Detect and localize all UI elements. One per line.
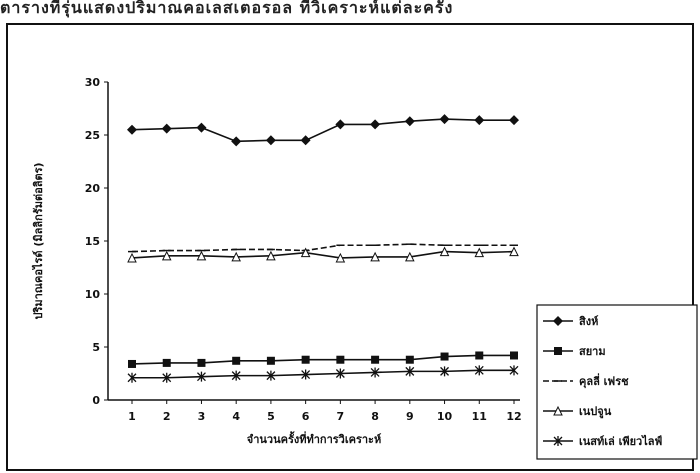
y-tick-label: 5	[92, 341, 100, 354]
data-point-4	[405, 251, 415, 262]
data-point-4	[231, 251, 241, 262]
legend-label: เนสท์เล่ เพียวไลฟ์	[579, 434, 662, 448]
x-tick-label: 5	[267, 410, 275, 423]
x-tick-label: 1	[128, 410, 136, 423]
data-point-5	[370, 367, 380, 378]
data-point-5	[405, 366, 415, 377]
data-point-5	[196, 371, 206, 382]
data-point-1	[370, 119, 381, 130]
data-point-4	[300, 247, 311, 258]
data-point-1	[474, 115, 485, 126]
legend-label: สยาม	[579, 345, 606, 358]
x-tick-label: 3	[198, 410, 206, 423]
data-point-5	[162, 372, 172, 383]
y-tick-label: 20	[85, 182, 101, 195]
data-point-5	[127, 372, 137, 383]
data-point-4	[266, 250, 276, 261]
x-axis-title: จำนวนครั้งที่ทำการวิเคราะห์	[247, 431, 381, 446]
x-tick-label: 7	[337, 410, 345, 423]
legend-box	[536, 304, 698, 460]
x-tick-label: 4	[232, 410, 240, 423]
y-tick-label: 0	[92, 394, 100, 407]
data-point-1	[127, 124, 137, 135]
y-axis-title: ปริมาณคอไรด์ (มิลลิกรัมต่อลิตร)	[31, 162, 45, 319]
data-point-1	[231, 136, 242, 147]
series-line-2	[131, 354, 514, 365]
data-point-5	[509, 365, 519, 376]
x-tick-label: 10	[437, 410, 453, 423]
data-point-2	[266, 356, 275, 365]
data-point-2	[440, 352, 449, 361]
series-line-4	[131, 250, 515, 259]
series-line-1	[131, 118, 514, 143]
data-point-4	[161, 250, 172, 261]
x-tick-label: 2	[163, 410, 171, 423]
data-point-5	[474, 365, 484, 376]
data-point-5	[335, 368, 345, 379]
data-point-1	[509, 115, 519, 126]
data-point-4	[127, 252, 137, 263]
data-point-2	[405, 355, 414, 364]
x-tick-label: 8	[371, 410, 379, 423]
data-point-4	[474, 247, 485, 258]
y-tick-label: 15	[85, 235, 100, 248]
data-point-1	[404, 116, 415, 127]
x-tick-label: 12	[506, 410, 521, 423]
data-point-4	[335, 252, 346, 263]
series-line-5	[132, 369, 514, 379]
data-point-1	[196, 122, 207, 133]
data-point-1	[335, 119, 346, 130]
data-point-4	[509, 246, 519, 257]
data-point-1	[161, 123, 172, 134]
data-point-2	[128, 359, 136, 368]
data-point-2	[336, 355, 345, 364]
data-point-5	[266, 370, 276, 381]
legend-label: สิงห์	[579, 315, 599, 328]
data-point-4	[439, 246, 450, 257]
y-tick-label: 10	[85, 288, 101, 301]
data-point-5	[440, 366, 450, 377]
legend-label: เนปจูน	[579, 405, 612, 419]
x-tick-label: 9	[406, 410, 414, 423]
data-point-1	[300, 135, 311, 146]
data-point-2	[232, 356, 241, 365]
data-point-2	[162, 358, 171, 367]
data-point-1	[439, 114, 450, 125]
legend-marker	[553, 316, 563, 326]
data-point-2	[371, 355, 380, 364]
data-point-5	[301, 369, 311, 380]
data-point-1	[265, 135, 276, 146]
data-point-2	[301, 355, 310, 364]
data-point-2	[510, 351, 518, 360]
data-point-4	[370, 251, 380, 262]
legend-label: คุลลี่ เฟรช	[579, 373, 629, 389]
x-tick-label: 11	[472, 410, 487, 423]
x-tick-label: 6	[302, 410, 310, 423]
legend-marker	[553, 405, 563, 416]
legend-marker	[554, 347, 562, 355]
data-point-4	[196, 250, 207, 261]
series-line-3	[131, 243, 514, 253]
legend-marker	[553, 436, 563, 446]
data-point-2	[197, 358, 206, 367]
data-point-5	[231, 370, 241, 381]
figure-caption: ตารางที่รุ่นแสดงปริมาณคอเลสเตอรอล ที่วิเ…	[0, 0, 454, 17]
y-tick-label: 30	[85, 76, 101, 89]
data-point-2	[475, 351, 484, 360]
y-tick-label: 25	[85, 129, 100, 142]
